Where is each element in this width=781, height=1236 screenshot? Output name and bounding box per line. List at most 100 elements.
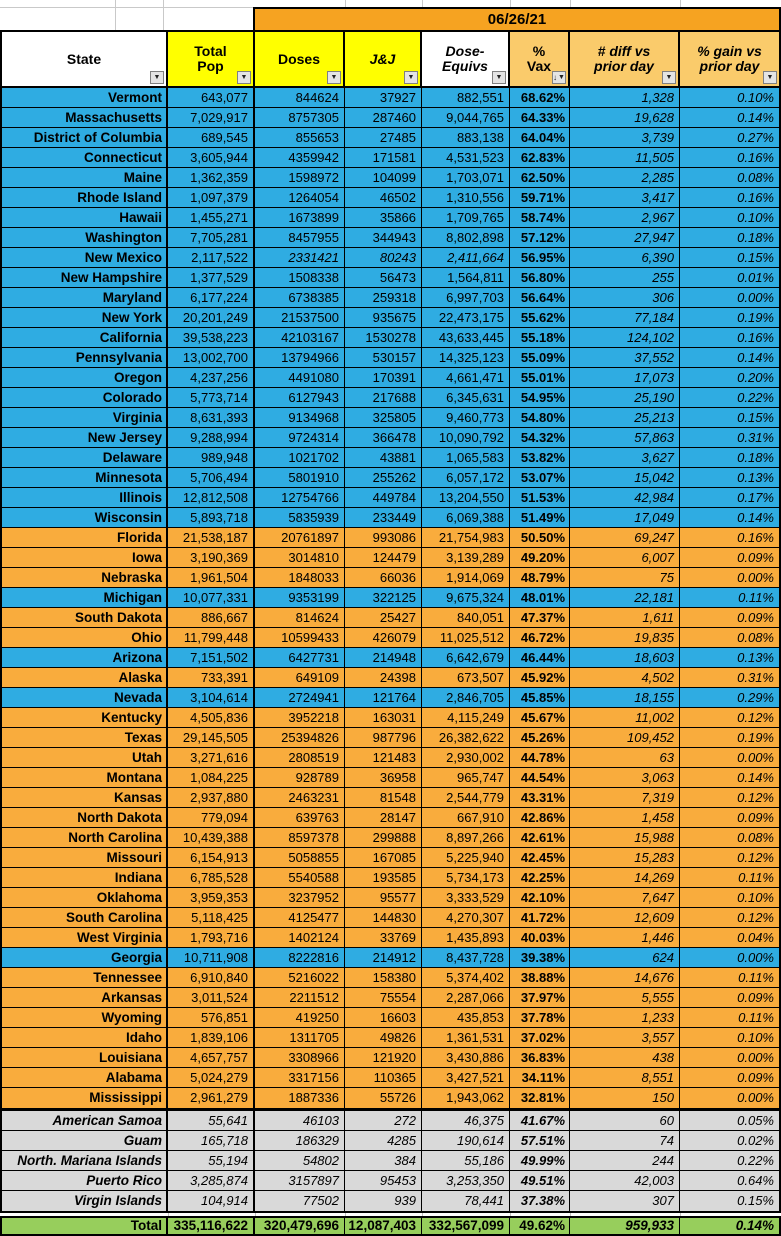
- cell-pct-vax[interactable]: 42.61%: [510, 828, 570, 847]
- cell-total-pop[interactable]: 5,024,279: [168, 1068, 255, 1087]
- cell-pct-vax[interactable]: 50.50%: [510, 528, 570, 547]
- cell-pct-vax[interactable]: 54.80%: [510, 408, 570, 427]
- cell-gain[interactable]: 0.13%: [680, 648, 779, 667]
- cell-doses[interactable]: 6738385: [255, 288, 345, 307]
- cell-dose-equivs[interactable]: 10,090,792: [422, 428, 510, 447]
- cell-jj[interactable]: 55726: [345, 1088, 422, 1108]
- cell-jj[interactable]: 80243: [345, 248, 422, 267]
- cell-pct-vax[interactable]: 34.11%: [510, 1068, 570, 1087]
- cell-doses[interactable]: 855653: [255, 128, 345, 147]
- cell-total-pop[interactable]: 1,455,271: [168, 208, 255, 227]
- cell-jj[interactable]: 25427: [345, 608, 422, 627]
- cell-total-pop[interactable]: 5,118,425: [168, 908, 255, 927]
- cell-jj[interactable]: 4285: [345, 1131, 422, 1150]
- cell-pct-vax[interactable]: 39.38%: [510, 948, 570, 967]
- cell-dose-equivs[interactable]: 6,057,172: [422, 468, 510, 487]
- cell-gain[interactable]: 0.19%: [680, 308, 779, 327]
- cell-total-pop[interactable]: 1,377,529: [168, 268, 255, 287]
- cell-doses[interactable]: 6127943: [255, 388, 345, 407]
- cell-diff[interactable]: 3,063: [570, 768, 680, 787]
- cell-total-pop[interactable]: 5,773,714: [168, 388, 255, 407]
- cell-jj[interactable]: 33769: [345, 928, 422, 947]
- cell-dose-equivs[interactable]: 3,139,289: [422, 548, 510, 567]
- cell-pct-vax[interactable]: 54.95%: [510, 388, 570, 407]
- cell-pct-vax[interactable]: 56.80%: [510, 268, 570, 287]
- cell-gain[interactable]: 0.00%: [680, 948, 779, 967]
- cell-total-pop[interactable]: 104,914: [168, 1191, 255, 1211]
- cell-dose-equivs[interactable]: 673,507: [422, 668, 510, 687]
- cell-doses[interactable]: 186329: [255, 1131, 345, 1150]
- cell-dose-equivs[interactable]: 3,253,350: [422, 1171, 510, 1190]
- cell-gain[interactable]: 0.16%: [680, 188, 779, 207]
- cell-gain[interactable]: 0.13%: [680, 468, 779, 487]
- cell-doses[interactable]: 5216022: [255, 968, 345, 987]
- cell-diff[interactable]: 3,417: [570, 188, 680, 207]
- cell-total-pop[interactable]: 1,362,359: [168, 168, 255, 187]
- cell-jj[interactable]: 217688: [345, 388, 422, 407]
- cell-total-pop[interactable]: 2,961,279: [168, 1088, 255, 1108]
- cell-jj[interactable]: 384: [345, 1151, 422, 1170]
- cell-pct-vax[interactable]: 59.71%: [510, 188, 570, 207]
- cell-total-pop[interactable]: 3,011,524: [168, 988, 255, 1007]
- cell-total-pop[interactable]: 6,154,913: [168, 848, 255, 867]
- cell-jj[interactable]: 993086: [345, 528, 422, 547]
- cell-pct-vax[interactable]: 55.09%: [510, 348, 570, 367]
- cell-pct-vax[interactable]: 62.50%: [510, 168, 570, 187]
- cell-jj[interactable]: 322125: [345, 588, 422, 607]
- cell-gain[interactable]: 0.15%: [680, 1191, 779, 1211]
- cell-dose-equivs[interactable]: 2,846,705: [422, 688, 510, 707]
- cell-total-pop[interactable]: 6,910,840: [168, 968, 255, 987]
- cell-jj[interactable]: 163031: [345, 708, 422, 727]
- cell-pct-vax[interactable]: 38.88%: [510, 968, 570, 987]
- cell-state[interactable]: California: [2, 328, 168, 347]
- cell-dose-equivs[interactable]: 3,427,521: [422, 1068, 510, 1087]
- cell-state[interactable]: Florida: [2, 528, 168, 547]
- cell-state[interactable]: New York: [2, 308, 168, 327]
- cell-total-pop[interactable]: 7,705,281: [168, 228, 255, 247]
- cell-diff[interactable]: 438: [570, 1048, 680, 1067]
- cell-state[interactable]: Rhode Island: [2, 188, 168, 207]
- cell-jj[interactable]: 121920: [345, 1048, 422, 1067]
- cell-state[interactable]: Massachusetts: [2, 108, 168, 127]
- cell-diff[interactable]: 150: [570, 1088, 680, 1108]
- cell-total-pop[interactable]: 11,799,448: [168, 628, 255, 647]
- cell-state[interactable]: Texas: [2, 728, 168, 747]
- cell-gain[interactable]: 0.10%: [680, 1028, 779, 1047]
- cell-total-pop[interactable]: 9,288,994: [168, 428, 255, 447]
- cell-total-pop[interactable]: 1,839,106: [168, 1028, 255, 1047]
- cell-total-pop[interactable]: 2,937,880: [168, 788, 255, 807]
- cell-total-pop[interactable]: 6,785,528: [168, 868, 255, 887]
- cell-pct-vax[interactable]: 55.01%: [510, 368, 570, 387]
- cell-state[interactable]: Virginia: [2, 408, 168, 427]
- cell-pct-vax[interactable]: 53.07%: [510, 468, 570, 487]
- cell-jj[interactable]: 299888: [345, 828, 422, 847]
- cell-dose-equivs[interactable]: 6,069,388: [422, 508, 510, 527]
- cell-doses[interactable]: 77502: [255, 1191, 345, 1211]
- cell-diff[interactable]: 3,627: [570, 448, 680, 467]
- cell-gain[interactable]: 0.11%: [680, 1008, 779, 1027]
- cell-state[interactable]: Georgia: [2, 948, 168, 967]
- column-header-gain-vs-prior-day[interactable]: % gain vs prior day ▼: [680, 32, 779, 86]
- cell-pct-vax[interactable]: 36.83%: [510, 1048, 570, 1067]
- cell-pct-vax[interactable]: 42.45%: [510, 848, 570, 867]
- cell-gain[interactable]: 0.09%: [680, 608, 779, 627]
- cell-pct-vax[interactable]: 42.25%: [510, 868, 570, 887]
- cell-pct-vax[interactable]: 51.49%: [510, 508, 570, 527]
- cell-state[interactable]: Oregon: [2, 368, 168, 387]
- cell-gain[interactable]: 0.31%: [680, 668, 779, 687]
- cell-doses[interactable]: 9724314: [255, 428, 345, 447]
- cell-pct-vax[interactable]: 55.62%: [510, 308, 570, 327]
- cell-gain[interactable]: 0.11%: [680, 588, 779, 607]
- cell-pct-vax[interactable]: 51.53%: [510, 488, 570, 507]
- cell-pct-vax[interactable]: 45.92%: [510, 668, 570, 687]
- cell-total-pop[interactable]: 6,177,224: [168, 288, 255, 307]
- cell-dose-equivs[interactable]: 1,703,071: [422, 168, 510, 187]
- cell-doses[interactable]: 8457955: [255, 228, 345, 247]
- cell-gain[interactable]: 0.22%: [680, 388, 779, 407]
- cell-gain[interactable]: 0.18%: [680, 448, 779, 467]
- cell-diff[interactable]: 75: [570, 568, 680, 587]
- date-header-cell[interactable]: 06/26/21: [253, 7, 781, 30]
- cell-diff[interactable]: 77,184: [570, 308, 680, 327]
- cell-jj[interactable]: 43881: [345, 448, 422, 467]
- cell-total-pop[interactable]: 165,718: [168, 1131, 255, 1150]
